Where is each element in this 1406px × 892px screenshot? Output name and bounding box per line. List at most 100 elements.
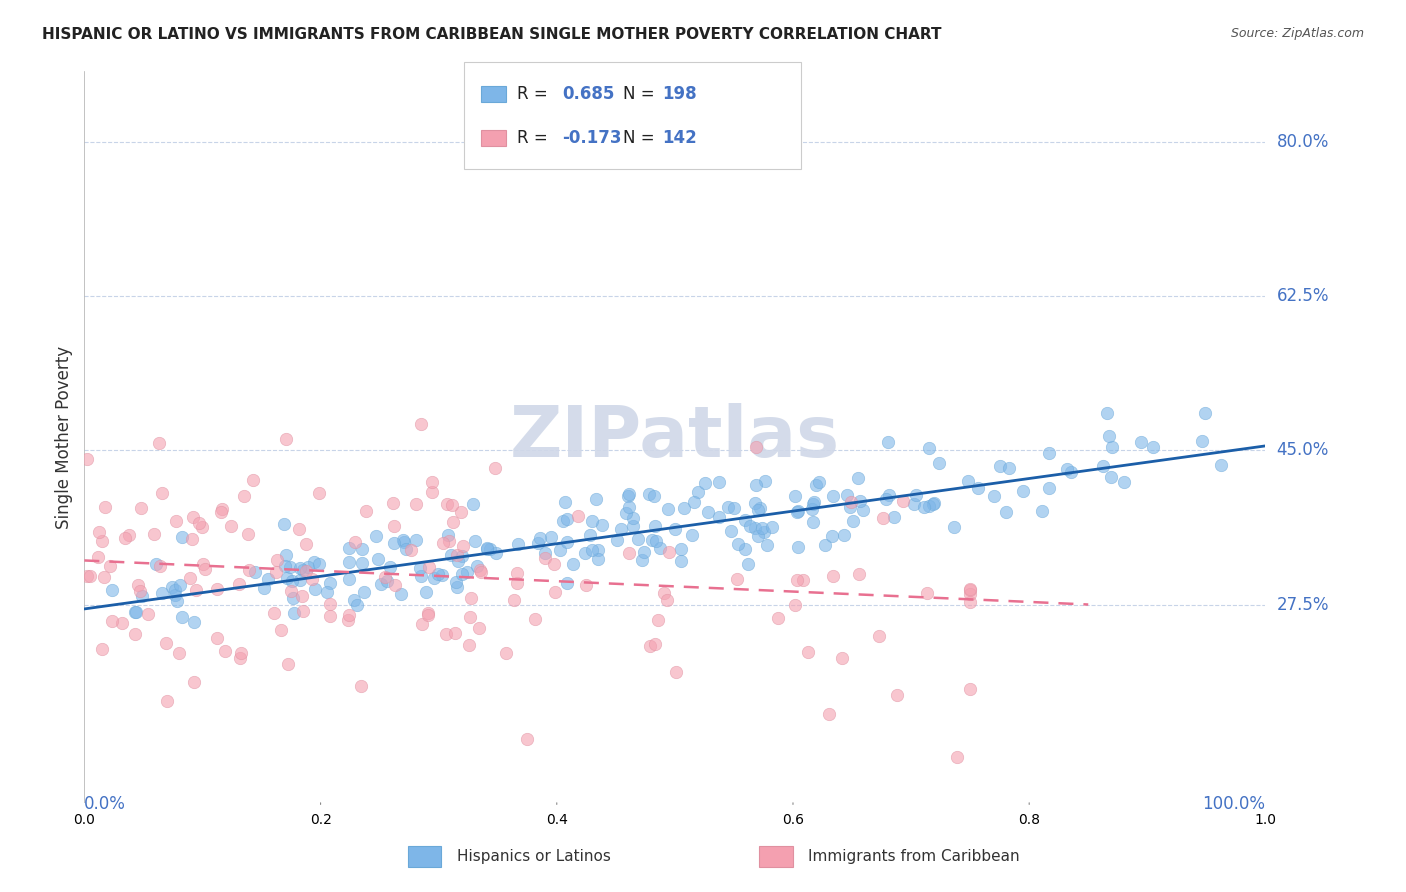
Hispanics or Latinos bbox=[918, 441, 941, 455]
Immigrants from Caribbean bbox=[205, 582, 228, 597]
Hispanics or Latinos bbox=[586, 543, 609, 558]
Hispanics or Latinos bbox=[688, 485, 710, 500]
Text: 45.0%: 45.0% bbox=[1277, 442, 1329, 459]
Hispanics or Latinos bbox=[557, 576, 579, 591]
Hispanics or Latinos bbox=[292, 563, 315, 577]
Hispanics or Latinos bbox=[695, 476, 717, 491]
Text: 100.0%: 100.0% bbox=[1202, 796, 1265, 814]
Hispanics or Latinos bbox=[876, 434, 898, 449]
Hispanics or Latinos bbox=[585, 492, 607, 507]
Hispanics or Latinos bbox=[616, 489, 638, 503]
Immigrants from Caribbean bbox=[409, 417, 432, 431]
Hispanics or Latinos bbox=[302, 554, 325, 568]
Immigrants from Caribbean bbox=[831, 650, 853, 665]
Immigrants from Caribbean bbox=[652, 586, 675, 600]
Immigrants from Caribbean bbox=[792, 574, 814, 588]
Hispanics or Latinos bbox=[669, 541, 692, 556]
Hispanics or Latinos bbox=[581, 514, 603, 528]
Hispanics or Latinos bbox=[786, 505, 808, 519]
Hispanics or Latinos bbox=[574, 546, 596, 560]
Hispanics or Latinos bbox=[621, 511, 644, 525]
Immigrants from Caribbean bbox=[292, 604, 315, 618]
Immigrants from Caribbean bbox=[124, 627, 146, 641]
Hispanics or Latinos bbox=[409, 569, 432, 583]
Hispanics or Latinos bbox=[807, 475, 830, 489]
Hispanics or Latinos bbox=[394, 542, 416, 557]
Hispanics or Latinos bbox=[727, 536, 749, 550]
Hispanics or Latinos bbox=[145, 557, 167, 571]
Immigrants from Caribbean bbox=[446, 548, 468, 562]
Immigrants from Caribbean bbox=[354, 504, 377, 518]
Hispanics or Latinos bbox=[456, 565, 478, 579]
Immigrants from Caribbean bbox=[405, 497, 427, 511]
Hispanics or Latinos bbox=[382, 536, 405, 550]
Text: N =: N = bbox=[623, 85, 659, 103]
Hispanics or Latinos bbox=[912, 500, 935, 514]
Hispanics or Latinos bbox=[440, 548, 463, 562]
Hispanics or Latinos bbox=[451, 549, 474, 563]
Immigrants from Caribbean bbox=[344, 534, 367, 549]
Immigrants from Caribbean bbox=[432, 535, 454, 549]
Hispanics or Latinos bbox=[787, 504, 810, 518]
Immigrants from Caribbean bbox=[495, 646, 517, 660]
Immigrants from Caribbean bbox=[308, 486, 330, 500]
Immigrants from Caribbean bbox=[214, 644, 236, 658]
Immigrants from Caribbean bbox=[783, 599, 806, 613]
Hispanics or Latinos bbox=[1101, 440, 1123, 454]
Hispanics or Latinos bbox=[581, 543, 603, 558]
Hispanics or Latinos bbox=[849, 494, 872, 508]
Hispanics or Latinos bbox=[837, 487, 859, 501]
Hispanics or Latinos bbox=[283, 606, 305, 620]
Hispanics or Latinos bbox=[1194, 406, 1216, 420]
Hispanics or Latinos bbox=[641, 533, 664, 547]
Immigrants from Caribbean bbox=[797, 645, 820, 659]
Hispanics or Latinos bbox=[644, 533, 666, 548]
Hispanics or Latinos bbox=[681, 528, 703, 542]
Hispanics or Latinos bbox=[586, 552, 609, 566]
Immigrants from Caribbean bbox=[441, 515, 464, 529]
Immigrants from Caribbean bbox=[524, 612, 547, 626]
Hispanics or Latinos bbox=[673, 500, 696, 515]
Hispanics or Latinos bbox=[1011, 484, 1033, 499]
Text: 0.685: 0.685 bbox=[562, 85, 614, 103]
Hispanics or Latinos bbox=[664, 522, 686, 536]
Immigrants from Caribbean bbox=[339, 608, 361, 623]
Hispanics or Latinos bbox=[366, 529, 388, 543]
Hispanics or Latinos bbox=[756, 538, 779, 552]
Immigrants from Caribbean bbox=[179, 571, 201, 585]
Hispanics or Latinos bbox=[274, 559, 297, 574]
Hispanics or Latinos bbox=[707, 510, 730, 524]
Hispanics or Latinos bbox=[754, 524, 776, 539]
Immigrants from Caribbean bbox=[945, 750, 967, 764]
Hispanics or Latinos bbox=[534, 546, 557, 560]
Hispanics or Latinos bbox=[464, 534, 486, 549]
Immigrants from Caribbean bbox=[460, 610, 482, 624]
Immigrants from Caribbean bbox=[959, 595, 981, 609]
Immigrants from Caribbean bbox=[422, 475, 444, 489]
Hispanics or Latinos bbox=[477, 541, 499, 556]
Text: ZIPatlas: ZIPatlas bbox=[510, 402, 839, 472]
Hispanics or Latinos bbox=[918, 499, 941, 513]
Hispanics or Latinos bbox=[415, 584, 437, 599]
Hispanics or Latinos bbox=[350, 541, 373, 556]
Hispanics or Latinos bbox=[281, 591, 304, 605]
Hispanics or Latinos bbox=[409, 561, 432, 575]
Hispanics or Latinos bbox=[562, 557, 585, 571]
Hispanics or Latinos bbox=[720, 524, 742, 538]
Hispanics or Latinos bbox=[1091, 459, 1114, 474]
Immigrants from Caribbean bbox=[193, 562, 215, 576]
Hispanics or Latinos bbox=[744, 521, 766, 535]
Hispanics or Latinos bbox=[1038, 446, 1060, 460]
Immigrants from Caribbean bbox=[229, 651, 252, 665]
Immigrants from Caribbean bbox=[382, 519, 405, 533]
Immigrants from Caribbean bbox=[436, 497, 458, 511]
Immigrants from Caribbean bbox=[915, 586, 938, 600]
Immigrants from Caribbean bbox=[142, 527, 165, 541]
Hispanics or Latinos bbox=[548, 543, 571, 558]
Hispanics or Latinos bbox=[1098, 429, 1121, 443]
Hispanics or Latinos bbox=[257, 572, 280, 586]
Hispanics or Latinos bbox=[183, 615, 205, 630]
Text: 198: 198 bbox=[662, 85, 697, 103]
Hispanics or Latinos bbox=[619, 500, 641, 515]
Immigrants from Caribbean bbox=[516, 731, 538, 746]
